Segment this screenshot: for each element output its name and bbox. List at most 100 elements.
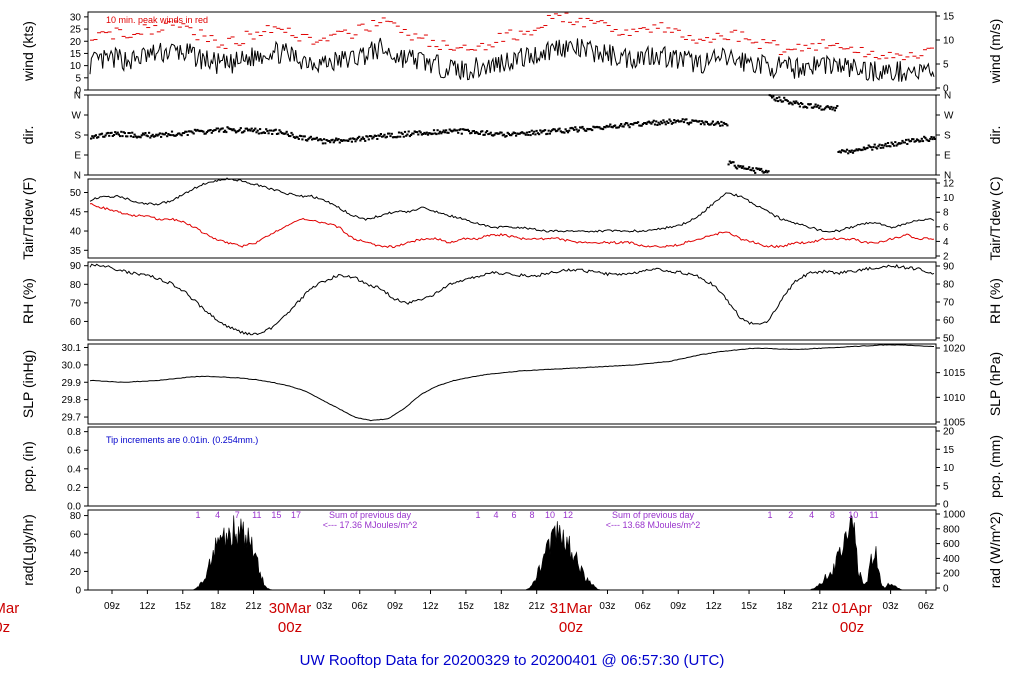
dir-point bbox=[506, 131, 509, 134]
dir-ylabel: dir. bbox=[20, 126, 36, 145]
dir-point bbox=[609, 123, 612, 126]
dir-point bbox=[306, 139, 309, 142]
dir-point bbox=[810, 106, 813, 109]
dir-point bbox=[519, 131, 522, 134]
dir-point bbox=[173, 134, 176, 137]
dir-point bbox=[115, 132, 118, 135]
dir-point bbox=[822, 108, 826, 111]
dir-point bbox=[100, 132, 104, 135]
slp-ytick-label: 29.8 bbox=[62, 395, 82, 406]
dir-point bbox=[929, 137, 932, 140]
dir-point bbox=[501, 134, 504, 137]
dir-point bbox=[644, 122, 647, 124]
dir-point bbox=[242, 131, 245, 134]
dir-point bbox=[201, 130, 204, 133]
dir-point bbox=[629, 123, 632, 125]
dir-point bbox=[634, 121, 637, 124]
dir-point bbox=[818, 107, 821, 110]
dir-point bbox=[233, 129, 236, 132]
dir-point bbox=[330, 139, 333, 142]
rh-ytick-label: 80 bbox=[70, 280, 82, 291]
dir-point bbox=[871, 148, 874, 151]
rad-ytick-label-right: 200 bbox=[943, 569, 960, 580]
dir-point bbox=[806, 106, 809, 109]
dir-point bbox=[515, 134, 518, 137]
dir-point bbox=[149, 136, 152, 139]
dir-point bbox=[854, 149, 857, 152]
slp-SLP-series bbox=[89, 344, 934, 422]
dir-point bbox=[659, 120, 663, 123]
dir-point bbox=[405, 134, 408, 137]
dir-point bbox=[219, 128, 222, 131]
wind-ytick-label-right: 0 bbox=[943, 84, 949, 95]
pcp-ytick-label: 0.2 bbox=[67, 483, 81, 494]
dir-point bbox=[681, 118, 684, 121]
dir-point bbox=[353, 138, 356, 140]
dir-point bbox=[639, 124, 642, 127]
dir-point bbox=[835, 106, 838, 109]
rad-ytick-label: 20 bbox=[70, 567, 82, 578]
panel-pcp: 0.0 0.2 0.4 0.6 0.8 0 5 10 15 20 pcp. (in) pcp. (mm… bbox=[20, 426, 1003, 513]
dir-point bbox=[278, 129, 281, 132]
dir-point bbox=[156, 134, 159, 137]
dir-point bbox=[155, 133, 158, 136]
dir-point bbox=[891, 143, 894, 145]
date-label: 01Apr bbox=[832, 600, 872, 617]
dir-point bbox=[343, 139, 346, 142]
dir-point bbox=[785, 99, 788, 102]
dir-point bbox=[355, 138, 358, 141]
dir-point bbox=[248, 128, 251, 131]
dir-point bbox=[459, 128, 462, 131]
dir-point bbox=[707, 122, 710, 125]
dir-point bbox=[610, 125, 613, 128]
dir-point bbox=[499, 131, 502, 134]
dir-point bbox=[381, 135, 384, 138]
dir-point bbox=[618, 124, 622, 127]
time-tick-label: 18z bbox=[210, 601, 226, 612]
dir-point bbox=[255, 131, 258, 134]
dir-point bbox=[708, 123, 711, 126]
dir-point bbox=[511, 132, 514, 135]
dir-point bbox=[93, 135, 96, 138]
rad-hour-label: 11 bbox=[869, 510, 878, 520]
dir-point bbox=[885, 145, 888, 148]
dir-point bbox=[653, 123, 657, 126]
dir-point bbox=[926, 139, 929, 142]
dir-point bbox=[174, 134, 177, 137]
dir-point bbox=[705, 121, 708, 124]
dir-point bbox=[489, 131, 492, 134]
dir-point bbox=[553, 128, 556, 131]
dir-point bbox=[895, 144, 898, 147]
rad-hour-label: 10 bbox=[545, 510, 555, 520]
dir-point bbox=[585, 129, 588, 132]
dir-point bbox=[144, 132, 147, 134]
dir-point bbox=[367, 138, 370, 141]
dir-point bbox=[564, 128, 567, 131]
dir-point bbox=[560, 131, 564, 134]
dir-point bbox=[160, 135, 163, 138]
wind-ytick-label: 15 bbox=[70, 49, 82, 60]
dir-point bbox=[923, 135, 926, 138]
dir-point bbox=[676, 119, 679, 122]
dir-point bbox=[232, 128, 235, 131]
dir-point bbox=[221, 127, 224, 130]
dir-point bbox=[356, 136, 359, 139]
dir-point bbox=[132, 136, 135, 138]
dir-point bbox=[604, 126, 607, 129]
dir-point bbox=[465, 129, 468, 131]
dir-point bbox=[269, 129, 273, 132]
dir-point bbox=[696, 120, 699, 123]
dir-point bbox=[787, 102, 791, 105]
dir-point bbox=[857, 148, 861, 151]
dir-point bbox=[325, 139, 328, 141]
time-tick-label: 09z bbox=[104, 601, 120, 612]
dir-point bbox=[758, 169, 762, 171]
dir-point bbox=[829, 107, 832, 110]
dir-point bbox=[667, 122, 670, 124]
dir-point bbox=[566, 131, 570, 134]
dir-point bbox=[407, 130, 410, 133]
dir-point bbox=[632, 123, 635, 126]
dir-point bbox=[780, 100, 783, 103]
dir-point bbox=[116, 131, 119, 134]
pcp-ytick-label: 0.0 bbox=[67, 502, 81, 513]
